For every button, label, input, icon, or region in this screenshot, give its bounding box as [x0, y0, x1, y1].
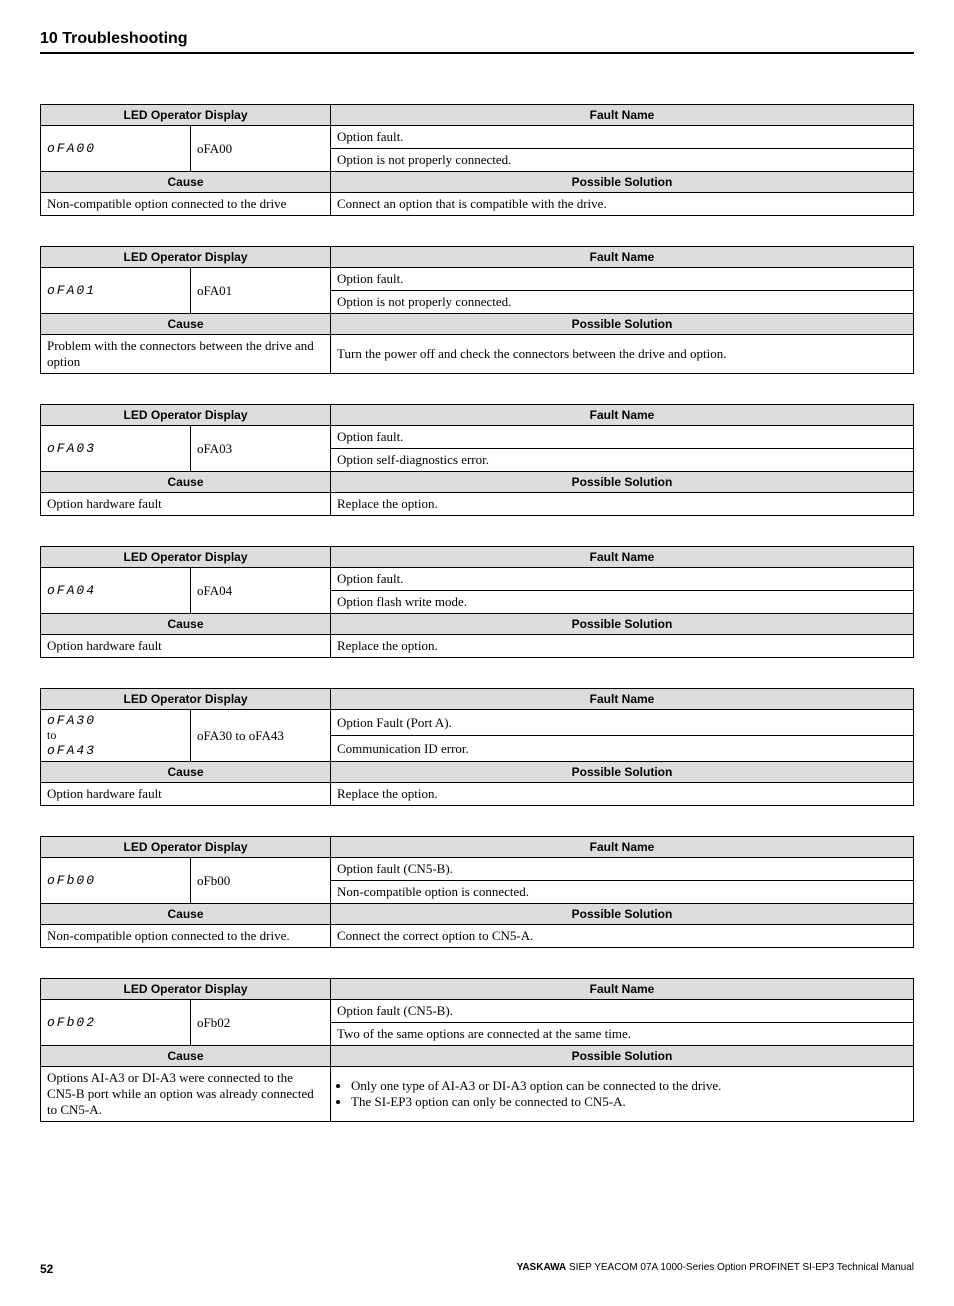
seg-display: oFA30 to oFA43 — [41, 710, 191, 762]
page-footer: 52 YASKAWA SIEP YEACOM 07A 1000-Series O… — [40, 1262, 914, 1276]
header-fault: Fault Name — [331, 405, 914, 426]
fault-desc: Option fault (CN5-B). — [331, 1000, 914, 1023]
header-cause: Cause — [41, 1046, 331, 1067]
seg-a: oFA30 — [47, 713, 96, 728]
header-cause: Cause — [41, 314, 331, 335]
header-fault: Fault Name — [331, 837, 914, 858]
header-solution: Possible Solution — [331, 904, 914, 925]
header-fault: Fault Name — [331, 547, 914, 568]
fault-desc: Option fault. — [331, 268, 914, 291]
fault-table: LED Operator Display Fault Name oFA03 oF… — [40, 404, 914, 516]
seg-display: oFb00 — [41, 858, 191, 904]
seg-display: oFA00 — [41, 126, 191, 172]
fault-code: oFA00 — [191, 126, 331, 172]
publisher-line: YASKAWA SIEP YEACOM 07A 1000-Series Opti… — [517, 1262, 914, 1273]
solution-text: Only one type of AI-A3 or DI-A3 option c… — [331, 1067, 914, 1122]
header-led: LED Operator Display — [41, 105, 331, 126]
solution-text: Turn the power off and check the connect… — [331, 335, 914, 374]
fault-code: oFb02 — [191, 1000, 331, 1046]
header-fault: Fault Name — [331, 689, 914, 710]
fault-table: LED Operator Display Fault Name oFb00 oF… — [40, 836, 914, 948]
fault-desc: Option is not properly connected. — [331, 149, 914, 172]
solution-item: Only one type of AI-A3 or DI-A3 option c… — [351, 1078, 907, 1094]
seg-b: oFA43 — [47, 743, 96, 758]
page-number: 52 — [40, 1262, 53, 1276]
seg-display: oFA03 — [41, 426, 191, 472]
header-solution: Possible Solution — [331, 614, 914, 635]
solution-text: Connect the correct option to CN5-A. — [331, 925, 914, 948]
fault-desc: Option fault. — [331, 426, 914, 449]
header-cause: Cause — [41, 472, 331, 493]
header-fault: Fault Name — [331, 979, 914, 1000]
publisher-doc: SIEP YEACOM 07A 1000-Series Option PROFI… — [566, 1262, 914, 1273]
solution-item: The SI-EP3 option can only be connected … — [351, 1094, 907, 1110]
fault-desc: Option fault. — [331, 126, 914, 149]
fault-table: LED Operator Display Fault Name oFA04 oF… — [40, 546, 914, 658]
cause-text: Option hardware fault — [41, 635, 331, 658]
header-cause: Cause — [41, 172, 331, 193]
seg-display: oFA04 — [41, 568, 191, 614]
header-led: LED Operator Display — [41, 547, 331, 568]
fault-code: oFA01 — [191, 268, 331, 314]
header-cause: Cause — [41, 762, 331, 783]
fault-desc: Option self-diagnostics error. — [331, 449, 914, 472]
fault-table: LED Operator Display Fault Name oFA00 oF… — [40, 104, 914, 216]
header-solution: Possible Solution — [331, 472, 914, 493]
cause-text: Options AI-A3 or DI-A3 were connected to… — [41, 1067, 331, 1122]
header-cause: Cause — [41, 614, 331, 635]
solution-text: Replace the option. — [331, 783, 914, 806]
fault-table: LED Operator Display Fault Name oFA01 oF… — [40, 246, 914, 374]
header-led: LED Operator Display — [41, 979, 331, 1000]
cause-text: Non-compatible option connected to the d… — [41, 193, 331, 216]
solution-text: Replace the option. — [331, 493, 914, 516]
publisher-name: YASKAWA — [517, 1262, 567, 1273]
header-led: LED Operator Display — [41, 689, 331, 710]
seg-mid: to — [47, 728, 56, 742]
header-fault: Fault Name — [331, 105, 914, 126]
solution-text: Connect an option that is compatible wit… — [331, 193, 914, 216]
header-solution: Possible Solution — [331, 762, 914, 783]
fault-desc: Option fault (CN5-B). — [331, 858, 914, 881]
fault-code: oFA03 — [191, 426, 331, 472]
header-solution: Possible Solution — [331, 1046, 914, 1067]
fault-desc: Two of the same options are connected at… — [331, 1023, 914, 1046]
fault-desc: Communication ID error. — [331, 736, 914, 762]
cause-text: Option hardware fault — [41, 493, 331, 516]
header-led: LED Operator Display — [41, 405, 331, 426]
header-led: LED Operator Display — [41, 247, 331, 268]
header-solution: Possible Solution — [331, 314, 914, 335]
fault-table: LED Operator Display Fault Name oFA30 to… — [40, 688, 914, 806]
section-heading: 10 Troubleshooting — [40, 30, 914, 54]
cause-text: Problem with the connectors between the … — [41, 335, 331, 374]
fault-desc: Option Fault (Port A). — [331, 710, 914, 736]
fault-desc: Option flash write mode. — [331, 591, 914, 614]
cause-text: Option hardware fault — [41, 783, 331, 806]
header-cause: Cause — [41, 904, 331, 925]
cause-text: Non-compatible option connected to the d… — [41, 925, 331, 948]
fault-desc: Option fault. — [331, 568, 914, 591]
fault-desc: Option is not properly connected. — [331, 291, 914, 314]
fault-code: oFA30 to oFA43 — [191, 710, 331, 762]
header-fault: Fault Name — [331, 247, 914, 268]
solution-text: Replace the option. — [331, 635, 914, 658]
fault-table: LED Operator Display Fault Name oFb02 oF… — [40, 978, 914, 1122]
seg-display: oFb02 — [41, 1000, 191, 1046]
fault-desc: Non-compatible option is connected. — [331, 881, 914, 904]
seg-display: oFA01 — [41, 268, 191, 314]
fault-code: oFb00 — [191, 858, 331, 904]
fault-code: oFA04 — [191, 568, 331, 614]
header-solution: Possible Solution — [331, 172, 914, 193]
header-led: LED Operator Display — [41, 837, 331, 858]
